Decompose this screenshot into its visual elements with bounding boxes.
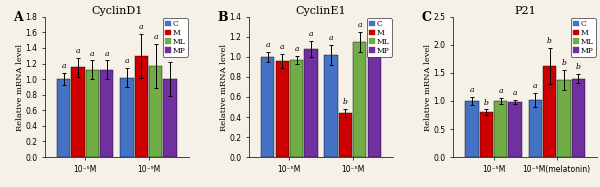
- Text: a: a: [154, 33, 158, 41]
- Text: a: a: [295, 45, 299, 53]
- Text: A: A: [13, 11, 23, 24]
- Title: CyclinE1: CyclinE1: [296, 6, 346, 16]
- Text: b: b: [547, 37, 552, 45]
- Text: a: a: [358, 21, 362, 29]
- Bar: [134, 56, 148, 157]
- Bar: [368, 50, 381, 157]
- Y-axis label: Relative mRNA level: Relative mRNA level: [16, 43, 24, 131]
- Bar: [163, 79, 176, 157]
- Bar: [466, 101, 479, 157]
- Text: a: a: [280, 43, 284, 51]
- Text: a: a: [76, 47, 80, 55]
- Bar: [149, 66, 162, 157]
- Text: a: a: [499, 87, 503, 95]
- Text: a: a: [90, 50, 95, 58]
- Text: a: a: [513, 89, 517, 97]
- Text: a: a: [329, 34, 334, 42]
- Bar: [275, 61, 289, 157]
- Bar: [121, 78, 134, 157]
- Bar: [57, 79, 70, 157]
- Bar: [557, 80, 571, 157]
- Bar: [325, 55, 338, 157]
- Text: a: a: [533, 82, 538, 90]
- Bar: [86, 70, 99, 157]
- Bar: [508, 102, 521, 157]
- Text: b: b: [576, 63, 581, 71]
- Bar: [304, 49, 317, 157]
- Bar: [572, 79, 585, 157]
- Bar: [529, 100, 542, 157]
- Bar: [543, 66, 556, 157]
- Text: b: b: [562, 59, 566, 67]
- Text: a: a: [308, 30, 313, 38]
- Y-axis label: Relative mRNA level: Relative mRNA level: [424, 43, 432, 131]
- Text: a: a: [125, 57, 129, 65]
- Text: a: a: [372, 33, 376, 41]
- Bar: [480, 112, 493, 157]
- Text: a: a: [266, 41, 270, 49]
- Text: b: b: [484, 99, 489, 107]
- Legend: C, M, ML, MP: C, M, ML, MP: [367, 18, 392, 57]
- Text: a: a: [470, 86, 474, 94]
- Text: a: a: [139, 23, 143, 31]
- Y-axis label: Relative mRNA level: Relative mRNA level: [220, 43, 228, 131]
- Text: B: B: [218, 11, 228, 24]
- Bar: [353, 42, 367, 157]
- Title: CyclinD1: CyclinD1: [91, 6, 143, 16]
- Bar: [100, 70, 113, 157]
- Bar: [261, 57, 274, 157]
- Text: b: b: [343, 98, 348, 106]
- Bar: [339, 113, 352, 157]
- Bar: [494, 101, 508, 157]
- Text: a: a: [104, 50, 109, 58]
- Title: P21: P21: [514, 6, 536, 16]
- Text: a: a: [61, 62, 66, 70]
- Text: a: a: [168, 51, 172, 59]
- Legend: C, M, ML, MP: C, M, ML, MP: [571, 18, 596, 57]
- Legend: C, M, ML, MP: C, M, ML, MP: [163, 18, 188, 57]
- Bar: [290, 60, 303, 157]
- Bar: [71, 68, 85, 157]
- Text: C: C: [422, 11, 431, 24]
